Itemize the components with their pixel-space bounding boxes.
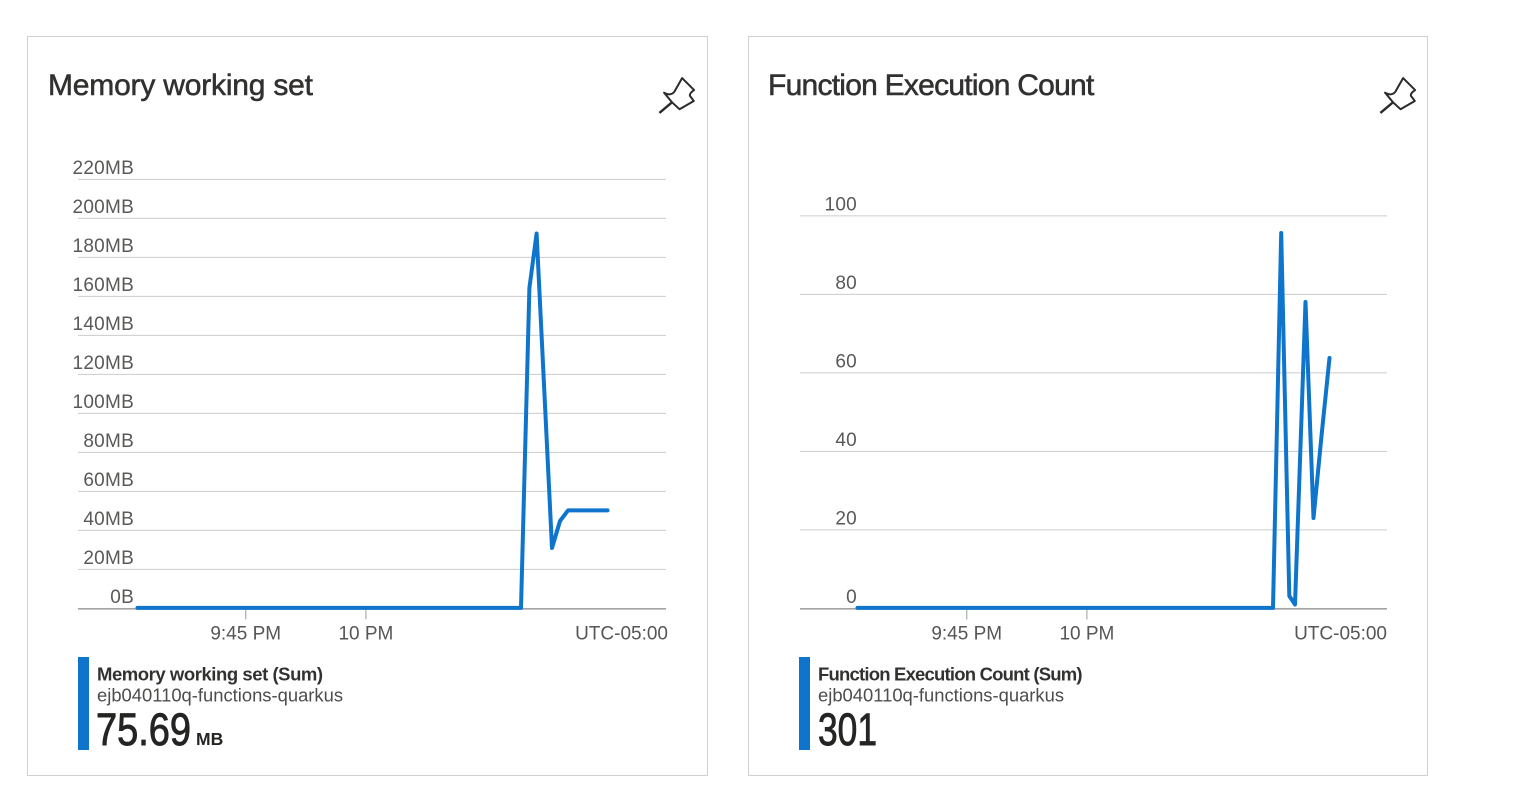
svg-text:301: 301: [818, 704, 877, 755]
svg-text:UTC-05:00: UTC-05:00: [575, 623, 668, 644]
svg-text:UTC-05:00: UTC-05:00: [1294, 623, 1387, 644]
svg-text:140MB: 140MB: [73, 314, 134, 335]
svg-text:0: 0: [846, 587, 857, 608]
svg-text:20: 20: [835, 509, 857, 530]
svg-text:Memory working set (Sum): Memory working set (Sum): [97, 663, 323, 684]
svg-text:ejb040110q-functions-quarkus: ejb040110q-functions-quarkus: [818, 684, 1064, 705]
svg-text:160MB: 160MB: [73, 275, 134, 296]
svg-text:60MB: 60MB: [83, 470, 134, 491]
svg-text:120MB: 120MB: [73, 353, 134, 374]
svg-text:20MB: 20MB: [83, 548, 134, 569]
svg-text:Function Execution Count (Sum): Function Execution Count (Sum): [818, 663, 1082, 684]
svg-text:80MB: 80MB: [83, 431, 134, 452]
svg-text:75.69: 75.69: [96, 704, 191, 755]
svg-text:60: 60: [835, 352, 857, 373]
svg-text:10 PM: 10 PM: [338, 623, 393, 644]
svg-text:ejb040110q-functions-quarkus: ejb040110q-functions-quarkus: [97, 684, 343, 705]
svg-text:200MB: 200MB: [73, 197, 134, 218]
svg-text:9:45 PM: 9:45 PM: [210, 623, 281, 644]
svg-text:180MB: 180MB: [73, 236, 134, 257]
svg-text:100: 100: [825, 195, 857, 216]
svg-text:80: 80: [835, 273, 857, 294]
svg-text:MB: MB: [196, 729, 223, 749]
svg-text:0B: 0B: [110, 587, 134, 608]
svg-text:9:45 PM: 9:45 PM: [931, 623, 1002, 644]
svg-text:220MB: 220MB: [73, 158, 134, 179]
svg-text:40MB: 40MB: [83, 509, 134, 530]
svg-text:40: 40: [835, 430, 857, 451]
svg-text:10 PM: 10 PM: [1059, 623, 1114, 644]
svg-text:100MB: 100MB: [73, 392, 134, 413]
